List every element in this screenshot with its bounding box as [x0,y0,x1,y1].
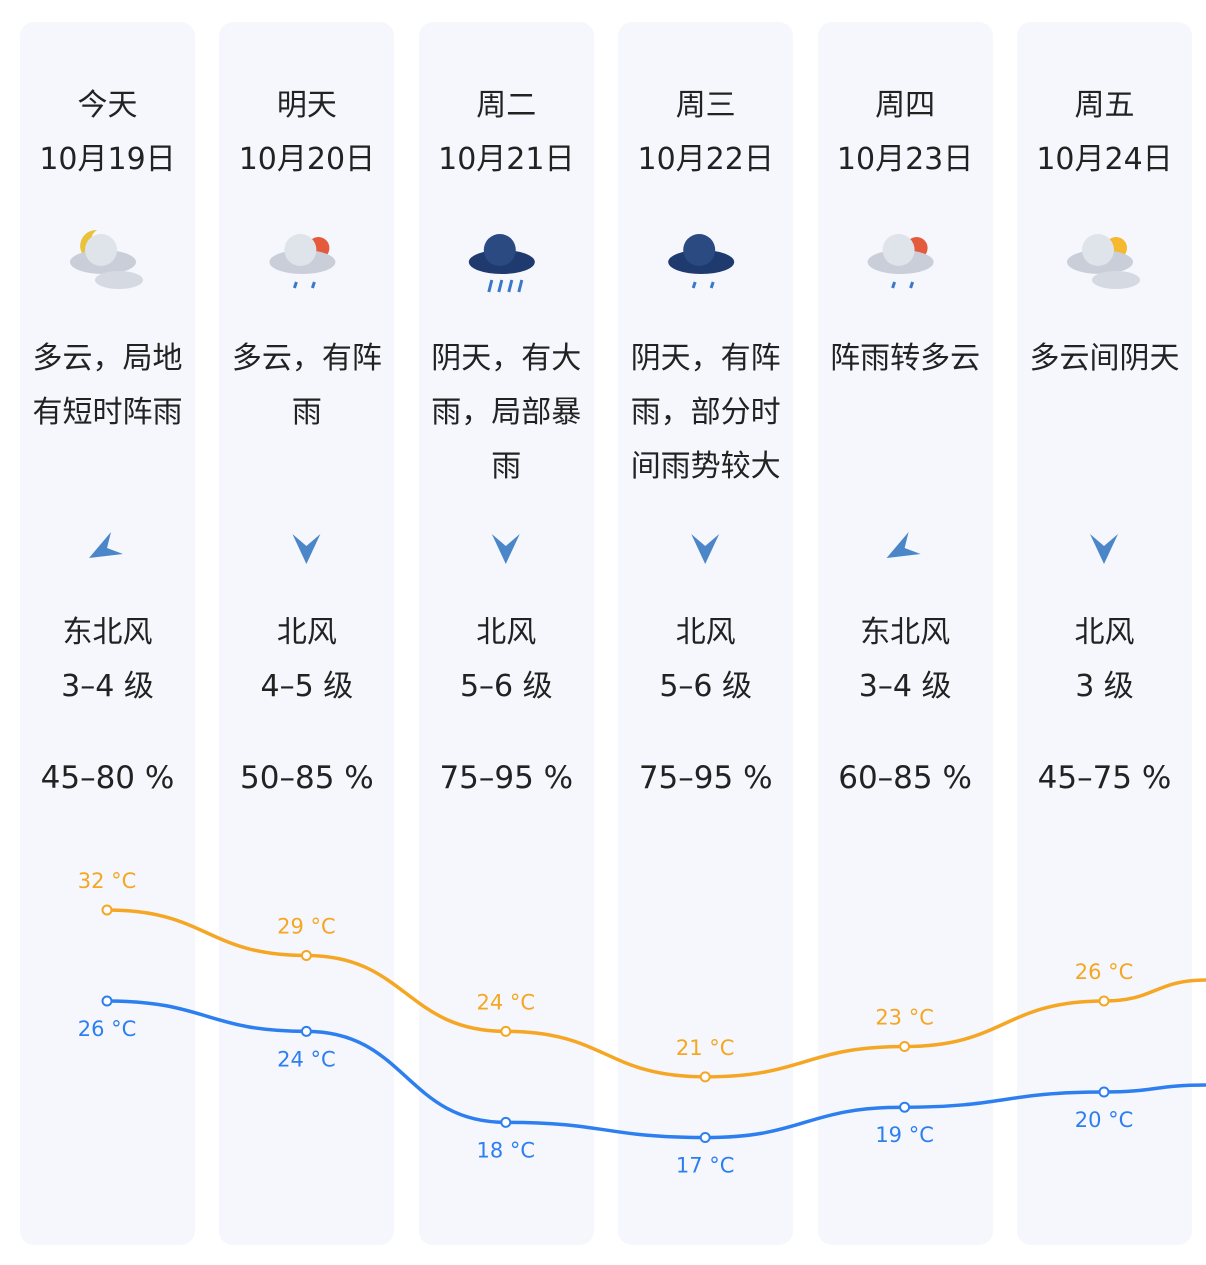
high-point [300,949,312,961]
high-label: 29 °C [277,914,336,938]
weather-icon [269,234,336,289]
cloud [483,234,516,266]
wind-arrow [1090,534,1118,564]
high-point [1098,995,1110,1007]
humidity: 45–75 % [1037,760,1172,796]
wind-level: 5–6 级 [659,669,753,704]
date: 10月20日 [238,142,376,177]
weather-desc: 阴天，有大雨，局部暴雨 [431,341,582,484]
day-name: 今天 [77,88,138,123]
high-line [106,908,1206,1079]
cloud [85,234,117,266]
day-name: 周四 [875,88,936,123]
low-label: 26 °C [78,1017,137,1041]
high-point [500,1025,512,1037]
day-column: 明天 10月20日多云，有阵雨北风 4–5 级 50–85 % [219,22,395,1245]
wind-level: 3–4 级 [858,669,952,704]
wind-arrow [89,532,123,558]
weather-desc: 多云，有阵雨 [231,341,382,430]
wind-level: 4–5 级 [260,669,354,704]
rain [292,281,316,289]
rain [891,281,915,289]
wind-level: 3 级 [1075,669,1134,704]
wind-arrow [292,534,321,564]
low-label: 24 °C [277,1047,336,1071]
wind-direction: 北风 [1074,615,1135,650]
low-point [1098,1086,1110,1098]
weather-icon [468,234,535,293]
date: 10月22日 [637,142,774,177]
wind-arrow [691,534,720,564]
day-name: 周二 [476,88,537,123]
wind-direction: 北风 [476,615,537,650]
date: 10月24日 [1036,142,1173,177]
date: 10月23日 [836,142,974,177]
humidity: 50–85 % [240,760,374,796]
day-column: 周三 10月22日阴天，有阵雨，部分时间雨势较大北风 5–6 级 75–95 % [618,22,794,1245]
high-label: 26 °C [1075,960,1134,984]
high-point [101,904,113,916]
wind-direction: 东北风 [62,615,153,650]
low-line [106,999,1206,1140]
humidity: 60–85 % [838,760,972,796]
low-point [500,1116,512,1128]
day-name: 周三 [675,88,736,123]
low-point [699,1132,711,1144]
cloud [284,234,317,266]
date: 10月19日 [39,142,176,177]
low-point [300,1025,312,1037]
high-point [899,1041,911,1053]
low-label: 19 °C [875,1123,934,1147]
humidity: 75–95 % [439,760,574,796]
humidity: 75–95 % [638,760,773,796]
weather-icon [867,234,934,289]
weather-icon [70,229,143,289]
low-point [101,995,113,1007]
high-label: 32 °C [78,869,137,893]
cloud [1092,271,1140,289]
day-name: 明天 [276,88,337,123]
weather-desc: 阴天，有阵雨，部分时间雨势较大 [630,341,781,484]
wind-direction: 北风 [276,615,337,650]
cloud [882,234,915,266]
weather-icon [1067,234,1140,289]
day-column: 周二 10月21日阴天，有大雨，局部暴雨北风 5–6 级 75–95 % [418,22,594,1245]
cloud [683,234,716,266]
low-point [899,1101,911,1113]
day-column: 周五 10月24日 多云间阴天北风 3 级 45–75 % [1017,22,1192,1245]
cloud [95,271,143,289]
wind-direction: 东北风 [860,615,951,650]
cloud [1082,234,1114,266]
high-point [699,1071,711,1083]
low-label: 20 °C [1075,1108,1134,1132]
date: 10月21日 [438,142,575,177]
low-label: 18 °C [477,1138,536,1162]
high-label: 23 °C [875,1006,934,1030]
weather-desc: 多云间阴天 [1029,341,1180,376]
day-column: 今天 10月19日多云，局地有短时阵雨东北风 3–4 级 45–80 % [20,22,195,1245]
high-label: 24 °C [477,990,536,1014]
wind-direction: 北风 [675,615,736,650]
weather-icon [668,234,735,289]
day-name: 周五 [1074,88,1135,123]
rain [691,281,715,289]
wind-level: 3–4 级 [61,669,154,704]
humidity: 45–80 % [40,760,175,796]
wind-arrow [491,534,520,564]
wind-arrow [886,532,921,558]
high-label: 21 °C [676,1036,735,1060]
rain [487,279,524,293]
weather-desc: 多云，局地有短时阵雨 [32,341,183,430]
low-label: 17 °C [676,1154,735,1178]
weather-desc: 阵雨转多云 [830,341,981,376]
wind-level: 5–6 级 [459,669,553,704]
